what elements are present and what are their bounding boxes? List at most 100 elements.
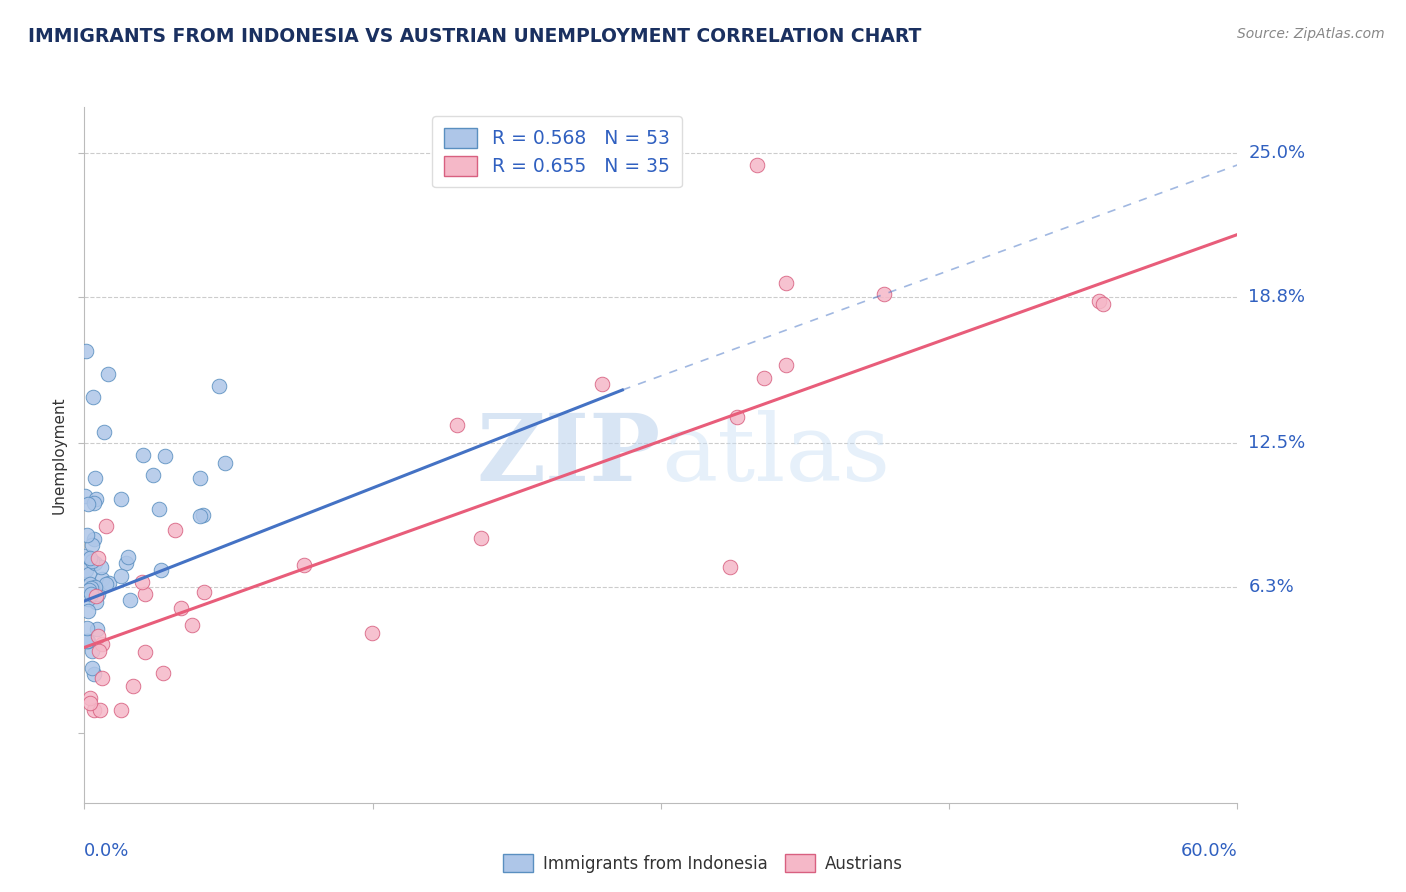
Point xyxy=(87,628,110,642)
Point xyxy=(148,502,170,516)
Point xyxy=(79,696,101,710)
Point xyxy=(84,492,107,507)
Point xyxy=(131,574,153,589)
Point xyxy=(83,580,105,594)
Point xyxy=(134,587,156,601)
Legend: Immigrants from Indonesia, Austrians: Immigrants from Indonesia, Austrians xyxy=(496,847,910,880)
Text: ZIP: ZIP xyxy=(477,410,661,500)
Point xyxy=(84,589,107,603)
Point xyxy=(1088,294,1111,309)
Point xyxy=(214,456,236,470)
Point xyxy=(79,691,101,706)
Point xyxy=(97,367,120,381)
Point xyxy=(84,595,107,609)
Point xyxy=(90,572,112,586)
Point xyxy=(90,559,112,574)
Point xyxy=(76,528,98,542)
Point xyxy=(180,618,202,632)
Point xyxy=(152,665,174,680)
Point xyxy=(80,554,103,568)
Point xyxy=(90,637,112,651)
Point xyxy=(77,497,100,511)
Point xyxy=(77,582,100,597)
Point xyxy=(775,276,797,290)
Point xyxy=(77,634,100,648)
Point xyxy=(117,549,139,564)
Point xyxy=(110,568,132,582)
Point xyxy=(873,286,896,301)
Point xyxy=(150,564,173,578)
Point xyxy=(591,377,613,392)
Point xyxy=(73,489,96,503)
Point xyxy=(90,671,112,685)
Point xyxy=(193,585,215,599)
Point xyxy=(114,556,136,570)
Point xyxy=(110,492,132,507)
Point xyxy=(775,358,797,372)
Point xyxy=(83,703,105,717)
Point xyxy=(80,538,103,552)
Point xyxy=(93,425,115,439)
Point xyxy=(110,703,132,717)
Point xyxy=(98,576,121,591)
Point xyxy=(84,556,107,570)
Point xyxy=(94,577,117,591)
Point xyxy=(86,622,108,636)
Point xyxy=(83,496,105,510)
Point xyxy=(84,471,107,485)
Point xyxy=(142,467,165,482)
Point xyxy=(446,417,468,432)
Text: 60.0%: 60.0% xyxy=(1181,842,1237,860)
Point xyxy=(208,379,231,393)
Point xyxy=(754,371,776,385)
Point xyxy=(170,601,193,615)
Point xyxy=(77,592,100,607)
Point xyxy=(76,634,98,648)
Point xyxy=(80,581,103,595)
Point xyxy=(89,703,111,717)
Point xyxy=(87,586,110,600)
Point xyxy=(82,661,104,675)
Point xyxy=(470,532,492,546)
Point xyxy=(87,644,110,658)
Text: 0.0%: 0.0% xyxy=(84,842,129,860)
Text: 25.0%: 25.0% xyxy=(1249,145,1306,162)
Point xyxy=(165,523,187,537)
Point xyxy=(134,645,156,659)
Point xyxy=(83,532,105,546)
Point xyxy=(718,560,741,574)
Point xyxy=(132,448,155,462)
Point xyxy=(77,567,100,582)
Point xyxy=(188,471,211,485)
Point xyxy=(725,410,748,425)
Text: 6.3%: 6.3% xyxy=(1249,578,1294,596)
Point xyxy=(120,593,142,607)
Point xyxy=(76,621,98,635)
Text: atlas: atlas xyxy=(661,410,890,500)
Point xyxy=(745,158,768,172)
Point xyxy=(87,550,110,565)
Point xyxy=(193,508,215,522)
Point xyxy=(361,626,384,640)
Point xyxy=(75,343,97,358)
Text: 12.5%: 12.5% xyxy=(1249,434,1306,452)
Point xyxy=(292,558,315,572)
Point xyxy=(1091,297,1114,311)
Point xyxy=(79,577,101,591)
Point xyxy=(83,667,105,681)
Point xyxy=(155,449,177,463)
Point xyxy=(75,549,97,564)
Point xyxy=(79,551,101,566)
Text: 18.8%: 18.8% xyxy=(1249,288,1305,306)
Point xyxy=(79,587,101,601)
Point xyxy=(76,603,98,617)
Legend: R = 0.568   N = 53, R = 0.655   N = 35: R = 0.568 N = 53, R = 0.655 N = 35 xyxy=(433,117,682,187)
Text: Source: ZipAtlas.com: Source: ZipAtlas.com xyxy=(1237,27,1385,41)
Point xyxy=(80,644,103,658)
Point xyxy=(94,518,117,533)
Text: IMMIGRANTS FROM INDONESIA VS AUSTRIAN UNEMPLOYMENT CORRELATION CHART: IMMIGRANTS FROM INDONESIA VS AUSTRIAN UN… xyxy=(28,27,921,45)
Point xyxy=(121,679,143,693)
Point xyxy=(82,390,104,404)
Point xyxy=(75,563,97,577)
Point xyxy=(188,508,211,523)
